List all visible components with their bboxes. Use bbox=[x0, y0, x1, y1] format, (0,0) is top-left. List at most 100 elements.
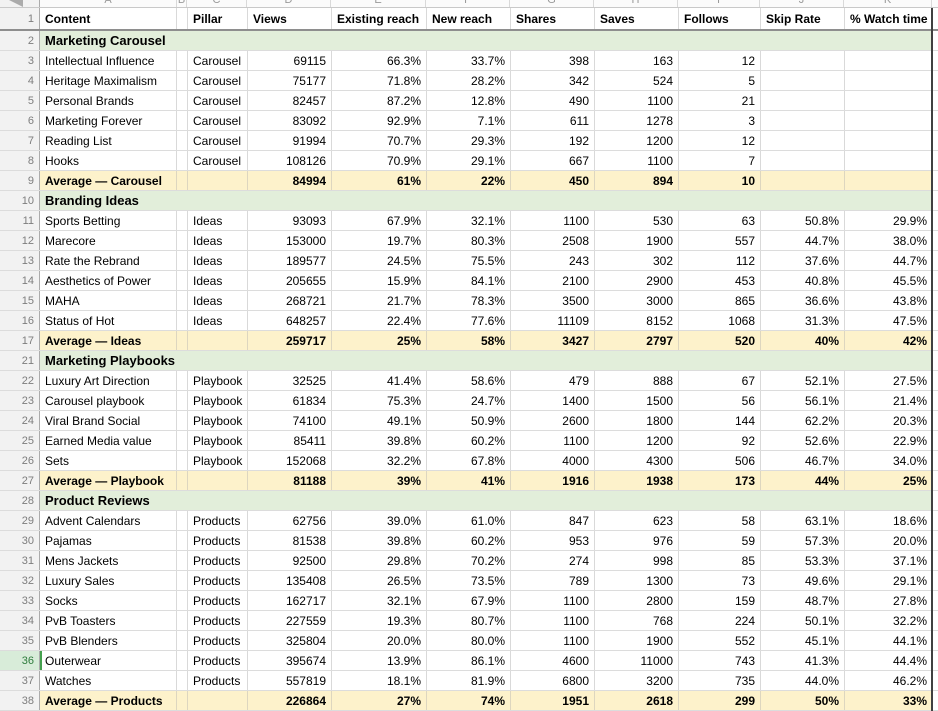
cell-content[interactable]: Marketing Forever bbox=[40, 111, 177, 130]
cell-views[interactable]: 259717 bbox=[248, 331, 332, 350]
column-header-shares[interactable]: Shares bbox=[511, 8, 595, 29]
cell-follows[interactable]: 173 bbox=[679, 471, 761, 490]
cell-follows[interactable]: 453 bbox=[679, 271, 761, 290]
cell-watch-time[interactable]: 34.0% bbox=[845, 451, 933, 470]
cell-views[interactable]: 268721 bbox=[248, 291, 332, 310]
column-letter-F[interactable]: F bbox=[426, 0, 510, 7]
cell-existing-reach[interactable]: 19.7% bbox=[332, 231, 427, 250]
cell-shares[interactable]: 398 bbox=[511, 51, 595, 70]
cell-saves[interactable]: 1900 bbox=[595, 631, 679, 650]
cell-views[interactable]: 69115 bbox=[248, 51, 332, 70]
cell-watch-time[interactable]: 29.9% bbox=[845, 211, 933, 230]
cell-skip-rate[interactable]: 62.2% bbox=[761, 411, 845, 430]
cell-content[interactable]: Average — Carousel bbox=[40, 171, 177, 190]
row-number[interactable]: 33 bbox=[0, 591, 40, 610]
cell-new-reach[interactable]: 74% bbox=[427, 691, 511, 710]
cell-watch-time[interactable]: 46.2% bbox=[845, 671, 933, 690]
column-letter-J[interactable]: J bbox=[760, 0, 844, 7]
cell-content[interactable]: Viral Brand Social bbox=[40, 411, 177, 430]
cell-watch-time[interactable]: 22.9% bbox=[845, 431, 933, 450]
cell-spacer[interactable] bbox=[177, 691, 188, 710]
cell-views[interactable]: 85411 bbox=[248, 431, 332, 450]
cell-new-reach[interactable]: 67.8% bbox=[427, 451, 511, 470]
cell-saves[interactable]: 768 bbox=[595, 611, 679, 630]
column-letter-A[interactable]: A bbox=[40, 0, 177, 7]
cell-views[interactable]: 557819 bbox=[248, 671, 332, 690]
column-header-new-reach[interactable]: New reach bbox=[427, 8, 511, 29]
cell-skip-rate[interactable]: 56.1% bbox=[761, 391, 845, 410]
cell-saves[interactable]: 2900 bbox=[595, 271, 679, 290]
cell-watch-time[interactable]: 29.1% bbox=[845, 571, 933, 590]
cell-pillar[interactable]: Playbook bbox=[188, 451, 248, 470]
section-title-cell[interactable]: Marketing Playbooks bbox=[40, 351, 932, 370]
cell-content[interactable]: PvB Blenders bbox=[40, 631, 177, 650]
cell-new-reach[interactable]: 81.9% bbox=[427, 671, 511, 690]
cell-new-reach[interactable]: 24.7% bbox=[427, 391, 511, 410]
cell-content[interactable]: MAHA bbox=[40, 291, 177, 310]
cell-shares[interactable]: 274 bbox=[511, 551, 595, 570]
cell-views[interactable]: 83092 bbox=[248, 111, 332, 130]
cell-shares[interactable]: 847 bbox=[511, 511, 595, 530]
cell-follows[interactable]: 520 bbox=[679, 331, 761, 350]
cell-views[interactable]: 91994 bbox=[248, 131, 332, 150]
cell-views[interactable]: 325804 bbox=[248, 631, 332, 650]
cell-skip-rate[interactable] bbox=[761, 91, 845, 110]
cell-watch-time[interactable]: 33% bbox=[845, 691, 933, 710]
cell-follows[interactable]: 73 bbox=[679, 571, 761, 590]
row-number[interactable]: 3 bbox=[0, 51, 40, 70]
cell-pillar[interactable]: Carousel bbox=[188, 111, 248, 130]
cell-spacer[interactable] bbox=[177, 411, 188, 430]
row-number[interactable]: 35 bbox=[0, 631, 40, 650]
cell-follows[interactable]: 58 bbox=[679, 511, 761, 530]
cell-existing-reach[interactable]: 22.4% bbox=[332, 311, 427, 330]
cell-saves[interactable]: 976 bbox=[595, 531, 679, 550]
cell-shares[interactable]: 342 bbox=[511, 71, 595, 90]
cell-saves[interactable]: 1278 bbox=[595, 111, 679, 130]
cell-spacer[interactable] bbox=[177, 211, 188, 230]
cell-new-reach[interactable]: 80.7% bbox=[427, 611, 511, 630]
cell-skip-rate[interactable] bbox=[761, 71, 845, 90]
cell-existing-reach[interactable]: 13.9% bbox=[332, 651, 427, 670]
cell-new-reach[interactable]: 61.0% bbox=[427, 511, 511, 530]
cell-shares[interactable]: 6800 bbox=[511, 671, 595, 690]
row-number[interactable]: 1 bbox=[0, 8, 40, 29]
cell-spacer[interactable] bbox=[177, 651, 188, 670]
cell-saves[interactable]: 1500 bbox=[595, 391, 679, 410]
cell-watch-time[interactable]: 32.2% bbox=[845, 611, 933, 630]
cell-existing-reach[interactable]: 66.3% bbox=[332, 51, 427, 70]
cell-watch-time[interactable]: 27.5% bbox=[845, 371, 933, 390]
cell-existing-reach[interactable]: 67.9% bbox=[332, 211, 427, 230]
cell-content[interactable]: PvB Toasters bbox=[40, 611, 177, 630]
cell-spacer[interactable] bbox=[177, 111, 188, 130]
cell-spacer[interactable] bbox=[177, 51, 188, 70]
cell-saves[interactable]: 1800 bbox=[595, 411, 679, 430]
cell-shares[interactable]: 1100 bbox=[511, 611, 595, 630]
cell-shares[interactable]: 450 bbox=[511, 171, 595, 190]
cell-spacer[interactable] bbox=[177, 551, 188, 570]
cell-pillar[interactable]: Products bbox=[188, 631, 248, 650]
row-number[interactable]: 4 bbox=[0, 71, 40, 90]
cell-existing-reach[interactable]: 15.9% bbox=[332, 271, 427, 290]
cell-spacer[interactable] bbox=[177, 231, 188, 250]
cell-watch-time[interactable] bbox=[845, 91, 933, 110]
row-number[interactable]: 37 bbox=[0, 671, 40, 690]
cell-new-reach[interactable]: 22% bbox=[427, 171, 511, 190]
cell-spacer[interactable] bbox=[177, 511, 188, 530]
row-number[interactable]: 8 bbox=[0, 151, 40, 170]
cell-content[interactable]: Outerwear bbox=[40, 651, 177, 670]
cell-content[interactable]: Aesthetics of Power bbox=[40, 271, 177, 290]
row-number[interactable]: 12 bbox=[0, 231, 40, 250]
cell-follows[interactable]: 67 bbox=[679, 371, 761, 390]
cell-views[interactable]: 395674 bbox=[248, 651, 332, 670]
row-number[interactable]: 32 bbox=[0, 571, 40, 590]
cell-views[interactable]: 135408 bbox=[248, 571, 332, 590]
cell-views[interactable]: 152068 bbox=[248, 451, 332, 470]
cell-existing-reach[interactable]: 75.3% bbox=[332, 391, 427, 410]
cell-new-reach[interactable]: 50.9% bbox=[427, 411, 511, 430]
column-letter-E[interactable]: E bbox=[331, 0, 426, 7]
cell-content[interactable]: Average — Playbook bbox=[40, 471, 177, 490]
cell-views[interactable]: 108126 bbox=[248, 151, 332, 170]
column-header-pillar[interactable]: Pillar bbox=[188, 8, 248, 29]
cell-follows[interactable]: 735 bbox=[679, 671, 761, 690]
row-number[interactable]: 26 bbox=[0, 451, 40, 470]
